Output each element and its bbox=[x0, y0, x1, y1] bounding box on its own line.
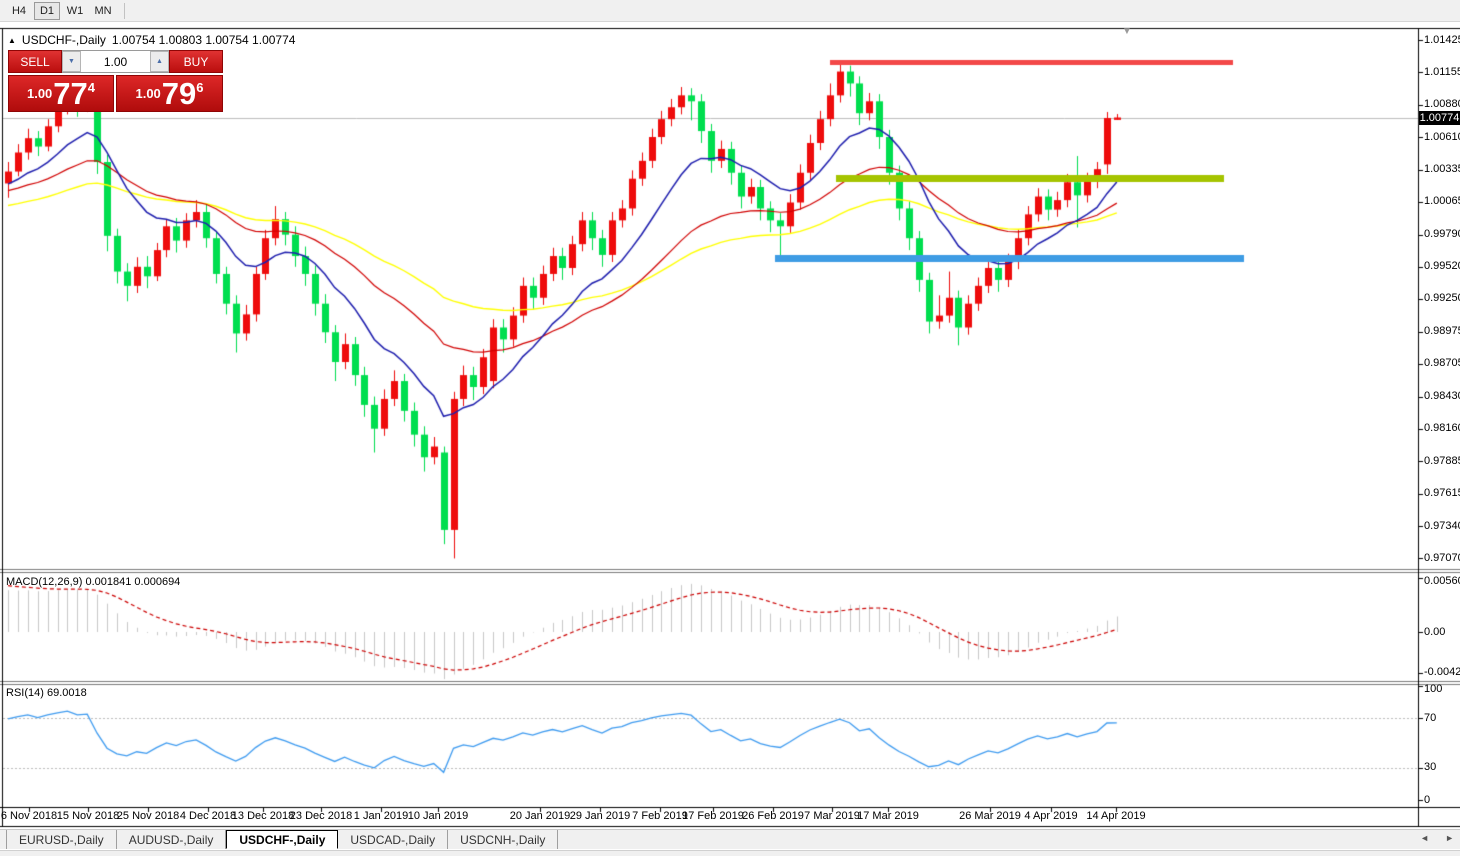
chart-header: ▲ USDCHF-,Daily 1.00754 1.00803 1.00754 … bbox=[8, 33, 295, 47]
date-axis-label: 4 Apr 2019 bbox=[1024, 810, 1078, 822]
rsi-indicator-label: RSI(14) 69.0018 bbox=[6, 687, 87, 699]
bid-price-box[interactable]: 1.00 77 4 bbox=[8, 75, 114, 112]
price-axis-label: 0.98430 bbox=[1424, 390, 1460, 403]
price-axis-label: 1.00610 bbox=[1424, 130, 1460, 143]
tab-scroll-right-icon[interactable]: ► bbox=[1445, 833, 1454, 843]
ask-price-box[interactable]: 1.00 79 6 bbox=[116, 75, 223, 112]
date-axis-label: 20 Jan 2019 bbox=[509, 810, 571, 822]
price-axis-label: 0.97070 bbox=[1424, 551, 1460, 564]
price-axis-label: 1.00335 bbox=[1424, 163, 1460, 176]
date-axis-label: 25 Nov 2018 bbox=[116, 810, 180, 822]
timeframe-toolbar: H4 D1 W1 MN bbox=[0, 0, 1460, 22]
date-axis-label: 17 Mar 2019 bbox=[857, 810, 919, 822]
date-axis-label: 26 Feb 2019 bbox=[742, 810, 804, 822]
current-price-badge: 1.00774 bbox=[1419, 110, 1460, 125]
chart-tab-usdcnh[interactable]: USDCNH-,Daily bbox=[448, 830, 559, 849]
macd-axis-label: -0.004226 bbox=[1424, 666, 1460, 679]
timeframe-button-w1[interactable]: W1 bbox=[66, 4, 84, 17]
chart-tab-audusd[interactable]: AUDUSD-,Daily bbox=[117, 830, 227, 849]
date-axis-label: 13 Dec 2018 bbox=[231, 810, 295, 822]
bid-big-digits: 77 bbox=[53, 76, 88, 111]
chart-tab-usdchf[interactable]: USDCHF-,Daily bbox=[226, 830, 339, 849]
ask-pip-digit: 6 bbox=[196, 80, 204, 95]
rsi-axis-label: 30 bbox=[1424, 761, 1437, 774]
volume-input[interactable]: 1.00 bbox=[103, 54, 128, 69]
volume-decrease-button[interactable]: ▼ bbox=[62, 51, 81, 72]
chart-tab-usdcad[interactable]: USDCAD-,Daily bbox=[338, 830, 449, 849]
chart-tab-eurusd[interactable]: EURUSD-,Daily bbox=[6, 830, 117, 849]
macd-indicator-label: MACD(12,26,9) 0.001841 0.000694 bbox=[6, 576, 181, 588]
price-axis-label: 0.99790 bbox=[1424, 228, 1460, 241]
date-axis-label: 23 Dec 2018 bbox=[289, 810, 353, 822]
volume-increase-button[interactable]: ▲ bbox=[150, 51, 169, 72]
rsi-axis-label: 0 bbox=[1424, 794, 1431, 806]
rsi-axis-label: 100 bbox=[1424, 683, 1443, 695]
ask-prefix: 1.00 bbox=[135, 86, 161, 101]
price-axis-label: 0.97885 bbox=[1424, 454, 1460, 467]
price-axis-label: 0.98975 bbox=[1424, 325, 1460, 338]
price-axis-label: 1.01425 bbox=[1424, 33, 1460, 46]
date-axis-label: 15 Nov 2018 bbox=[56, 810, 120, 822]
timeframe-buttons: H4 D1 W1 MN bbox=[4, 1, 116, 20]
date-axis-label: 14 Apr 2019 bbox=[1086, 810, 1146, 822]
rsi-axis-label: 70 bbox=[1424, 711, 1437, 724]
price-axis-label: 0.98160 bbox=[1424, 422, 1460, 435]
date-axis-label: 7 Mar 2019 bbox=[804, 810, 860, 822]
price-axis-label: 0.97340 bbox=[1424, 519, 1460, 532]
date-axis-label: 26 Mar 2019 bbox=[959, 810, 1021, 822]
macd-axis-label: 0.00 bbox=[1424, 625, 1446, 638]
price-axis-label: 0.97615 bbox=[1424, 487, 1460, 500]
timeframe-button-h4[interactable]: H4 bbox=[11, 4, 27, 17]
date-axis-label: 7 Feb 2019 bbox=[632, 810, 688, 822]
chart-tab-bar: EURUSD-,Daily AUDUSD-,Daily USDCHF-,Daily U… bbox=[0, 829, 1460, 849]
price-axis-label: 0.98705 bbox=[1424, 357, 1460, 370]
date-axis-label: 10 Jan 2019 bbox=[407, 810, 469, 822]
date-axis-label: 17 Feb 2019 bbox=[682, 810, 744, 822]
macd-axis-label: 0.005602 bbox=[1424, 575, 1460, 587]
bid-prefix: 1.00 bbox=[26, 86, 53, 101]
timeframe-button-mn[interactable]: MN bbox=[94, 4, 112, 17]
ask-big-digits: 79 bbox=[161, 76, 197, 111]
ohlc-values: 1.00754 1.00803 1.00754 1.00774 bbox=[111, 33, 296, 47]
price-axis-label: 1.00065 bbox=[1424, 195, 1460, 208]
price-axis-label: 0.99520 bbox=[1424, 260, 1460, 273]
timeframe-button-d1[interactable]: D1 bbox=[34, 1, 60, 20]
date-axis-label: 4 Dec 2018 bbox=[179, 810, 237, 822]
date-axis-label: 6 Nov 2018 bbox=[0, 810, 58, 822]
volume-box: ▼ 1.00 ▲ bbox=[62, 50, 169, 73]
sell-button[interactable]: SELL bbox=[8, 50, 62, 73]
toolbar-separator bbox=[124, 2, 125, 19]
price-axis-label: 1.01155 bbox=[1424, 65, 1460, 78]
symbol-period-label: USDCHF-,Daily bbox=[21, 33, 106, 47]
price-axis-label: 1.00880 bbox=[1424, 98, 1460, 111]
date-axis-label: 1 Jan 2019 bbox=[353, 810, 409, 822]
chart-tabs: EURUSD-,Daily AUDUSD-,Daily USDCHF-,Daily U… bbox=[0, 830, 559, 849]
one-click-trade-panel: SELL ▼ 1.00 ▲ BUY 1.00 77 4 1.00 79 6 bbox=[8, 50, 223, 112]
buy-button[interactable]: BUY bbox=[169, 50, 223, 73]
tab-scroll-left-icon[interactable]: ◄ bbox=[1420, 833, 1430, 843]
price-axis-label: 0.99250 bbox=[1424, 292, 1460, 305]
chart-scroll-marker-icon[interactable]: ▼ bbox=[1122, 26, 1132, 37]
date-axis-label: 29 Jan 2019 bbox=[569, 810, 631, 822]
bid-pip-digit: 4 bbox=[87, 80, 96, 95]
status-strip bbox=[0, 850, 1460, 856]
one-click-trading-toggle-icon[interactable]: ▲ bbox=[8, 35, 16, 45]
